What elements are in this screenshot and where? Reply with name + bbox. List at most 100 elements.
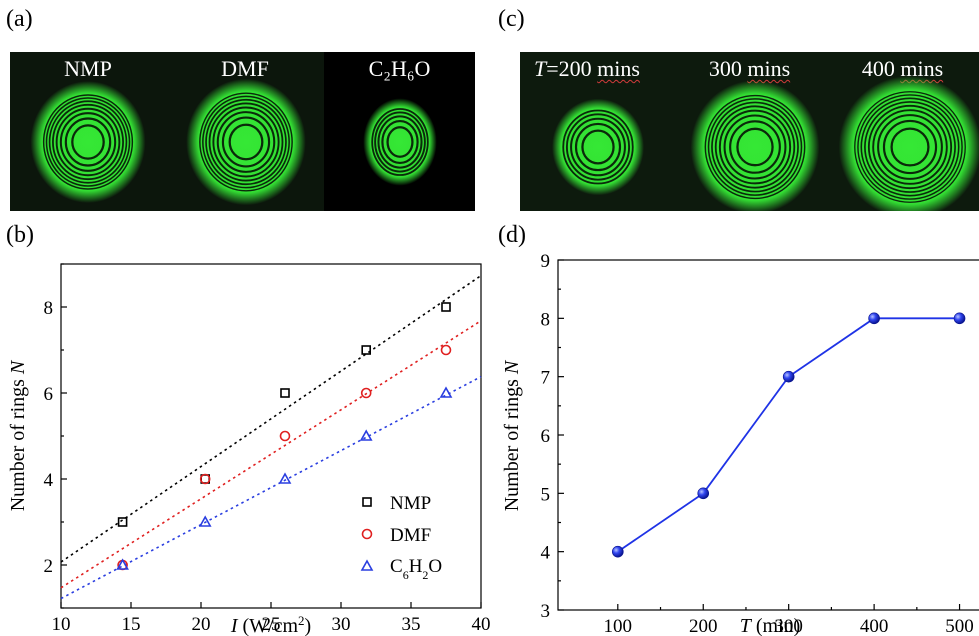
caption-nmp: NMP	[64, 56, 112, 81]
fringe-ring	[199, 92, 293, 192]
chart-d-plot-frame	[557, 259, 979, 611]
photo-strip-c: T=200 mins 300 mins 400 mins	[520, 52, 979, 211]
chart-b-points	[116, 302, 453, 571]
fringe-ring	[574, 122, 622, 172]
fringe-ring	[718, 109, 792, 185]
ring-pattern-t400	[838, 75, 979, 211]
fringe-ring	[570, 117, 626, 177]
x-tick-label: 10	[52, 614, 71, 635]
x-tick-label: 100	[604, 616, 633, 636]
point-c6h2o	[278, 472, 292, 484]
photo-strip-a: NMP DMF C₂H₆O	[10, 52, 475, 211]
chart-d-ylabel: Number of rings N	[501, 359, 523, 511]
chart-d-y-ticks: 3 4 5 6 7 8 9	[541, 251, 564, 622]
data-point	[697, 487, 710, 500]
chart-b-ylabel: Number of rings N	[7, 359, 29, 511]
fringe-ring	[371, 108, 429, 176]
fringe-ring	[565, 113, 631, 181]
photo-ethanol: C₂H₆O	[324, 52, 475, 211]
chart-d-xlabel: T (min)	[740, 615, 801, 636]
fringe-ring	[221, 116, 271, 168]
x-tick-label: 200	[689, 616, 718, 636]
y-tick-label: 4	[541, 543, 551, 564]
point-nmp	[441, 302, 451, 312]
glow-disk	[552, 98, 644, 196]
fringe-ring	[374, 111, 426, 173]
point-c6h2o	[116, 558, 129, 570]
chart-b: 10 15 20 25 30 35 40 2 4 6 8 I (W/cm2) Number of …	[7, 263, 490, 636]
fringe-ring	[860, 97, 960, 197]
photo-nmp: NMP	[10, 52, 166, 211]
fringe-ring	[386, 126, 414, 158]
fringe-ring	[45, 97, 131, 187]
chart-b-x-ticks: 10 15 20 25 30 35 40	[52, 602, 490, 635]
caption-t-var: T	[534, 56, 547, 81]
point-dmf	[440, 344, 452, 356]
y-tick-label: 4	[44, 470, 54, 491]
fringe-ring	[42, 94, 134, 190]
fringe-ring	[202, 95, 290, 189]
ring-pattern-t300	[690, 80, 820, 211]
point-dmf	[199, 473, 211, 485]
fringe-ring	[52, 103, 124, 181]
y-tick-label: 7	[541, 368, 551, 389]
legend-nmp-label: NMP	[390, 493, 431, 514]
chart-d-x-ticks: 100 200 300 400 500	[604, 604, 974, 636]
fringe-ring	[714, 105, 796, 189]
chart-b-y-ticks: 2 4 6 8	[44, 263, 67, 609]
fringe-ring	[872, 109, 948, 185]
fringe-ring	[48, 100, 128, 184]
x-tick-label: 15	[122, 614, 141, 635]
data-point	[782, 370, 795, 383]
fringe-ring	[711, 101, 799, 193]
fringe-ring	[723, 114, 787, 180]
fit-line-nmp	[60, 274, 482, 563]
chart-d-points	[612, 312, 966, 558]
fringe-ring	[867, 104, 953, 190]
fringe-ring	[864, 101, 956, 193]
glow-disk	[363, 98, 437, 186]
fringe-ring	[71, 124, 105, 160]
legend-nmp-marker	[362, 497, 372, 507]
chart-b-legend: NMP DMF C6H2O	[360, 493, 442, 582]
caption-dmf: DMF	[221, 56, 269, 81]
ring-pattern-t200	[552, 98, 644, 196]
fringe-ring	[707, 98, 803, 196]
chart-d: 100 200 300 400 500 3 4 5 6 7 8 9 T (min) Number o…	[501, 251, 979, 636]
y-tick-label: 6	[44, 384, 54, 405]
fringe-ring	[208, 102, 284, 182]
y-tick-label: 3	[541, 601, 551, 622]
fringe-ring	[890, 127, 930, 167]
fringe-ring	[205, 98, 287, 186]
data-point	[612, 545, 624, 558]
ring-pattern-nmp	[30, 81, 146, 203]
fringe-ring	[59, 112, 117, 172]
ring-pattern-dmf	[186, 78, 306, 206]
legend-c6h2o-label: C6H2O	[390, 556, 442, 582]
y-tick-label: 2	[44, 556, 54, 577]
x-tick-label: 35	[402, 614, 421, 635]
glow-disk	[186, 78, 306, 206]
photo-t400: 400 mins	[826, 52, 979, 211]
fringe-ring	[729, 120, 781, 174]
series-line	[617, 317, 960, 553]
glow-disk	[30, 81, 146, 203]
y-tick-label: 8	[44, 298, 54, 319]
ring-pattern-ethanol	[363, 98, 437, 186]
legend-c6h2o-marker	[360, 559, 374, 571]
y-tick-label: 8	[541, 309, 551, 330]
fringe-ring	[377, 115, 423, 169]
point-c6h2o	[198, 515, 212, 527]
point-nmp	[280, 388, 290, 398]
fringe-ring	[882, 119, 938, 175]
fringe-ring	[212, 106, 280, 178]
data-point	[953, 312, 966, 325]
point-c6h2o	[359, 429, 373, 441]
caption-t300: 300 mins	[708, 56, 791, 81]
fringe-ring	[581, 129, 615, 165]
point-nmp	[117, 517, 128, 527]
photo-t200: T=200 mins	[520, 52, 673, 211]
x-tick-label: 25	[262, 614, 281, 635]
chart-d-series-line	[617, 317, 960, 553]
y-tick-label: 6	[541, 426, 551, 447]
